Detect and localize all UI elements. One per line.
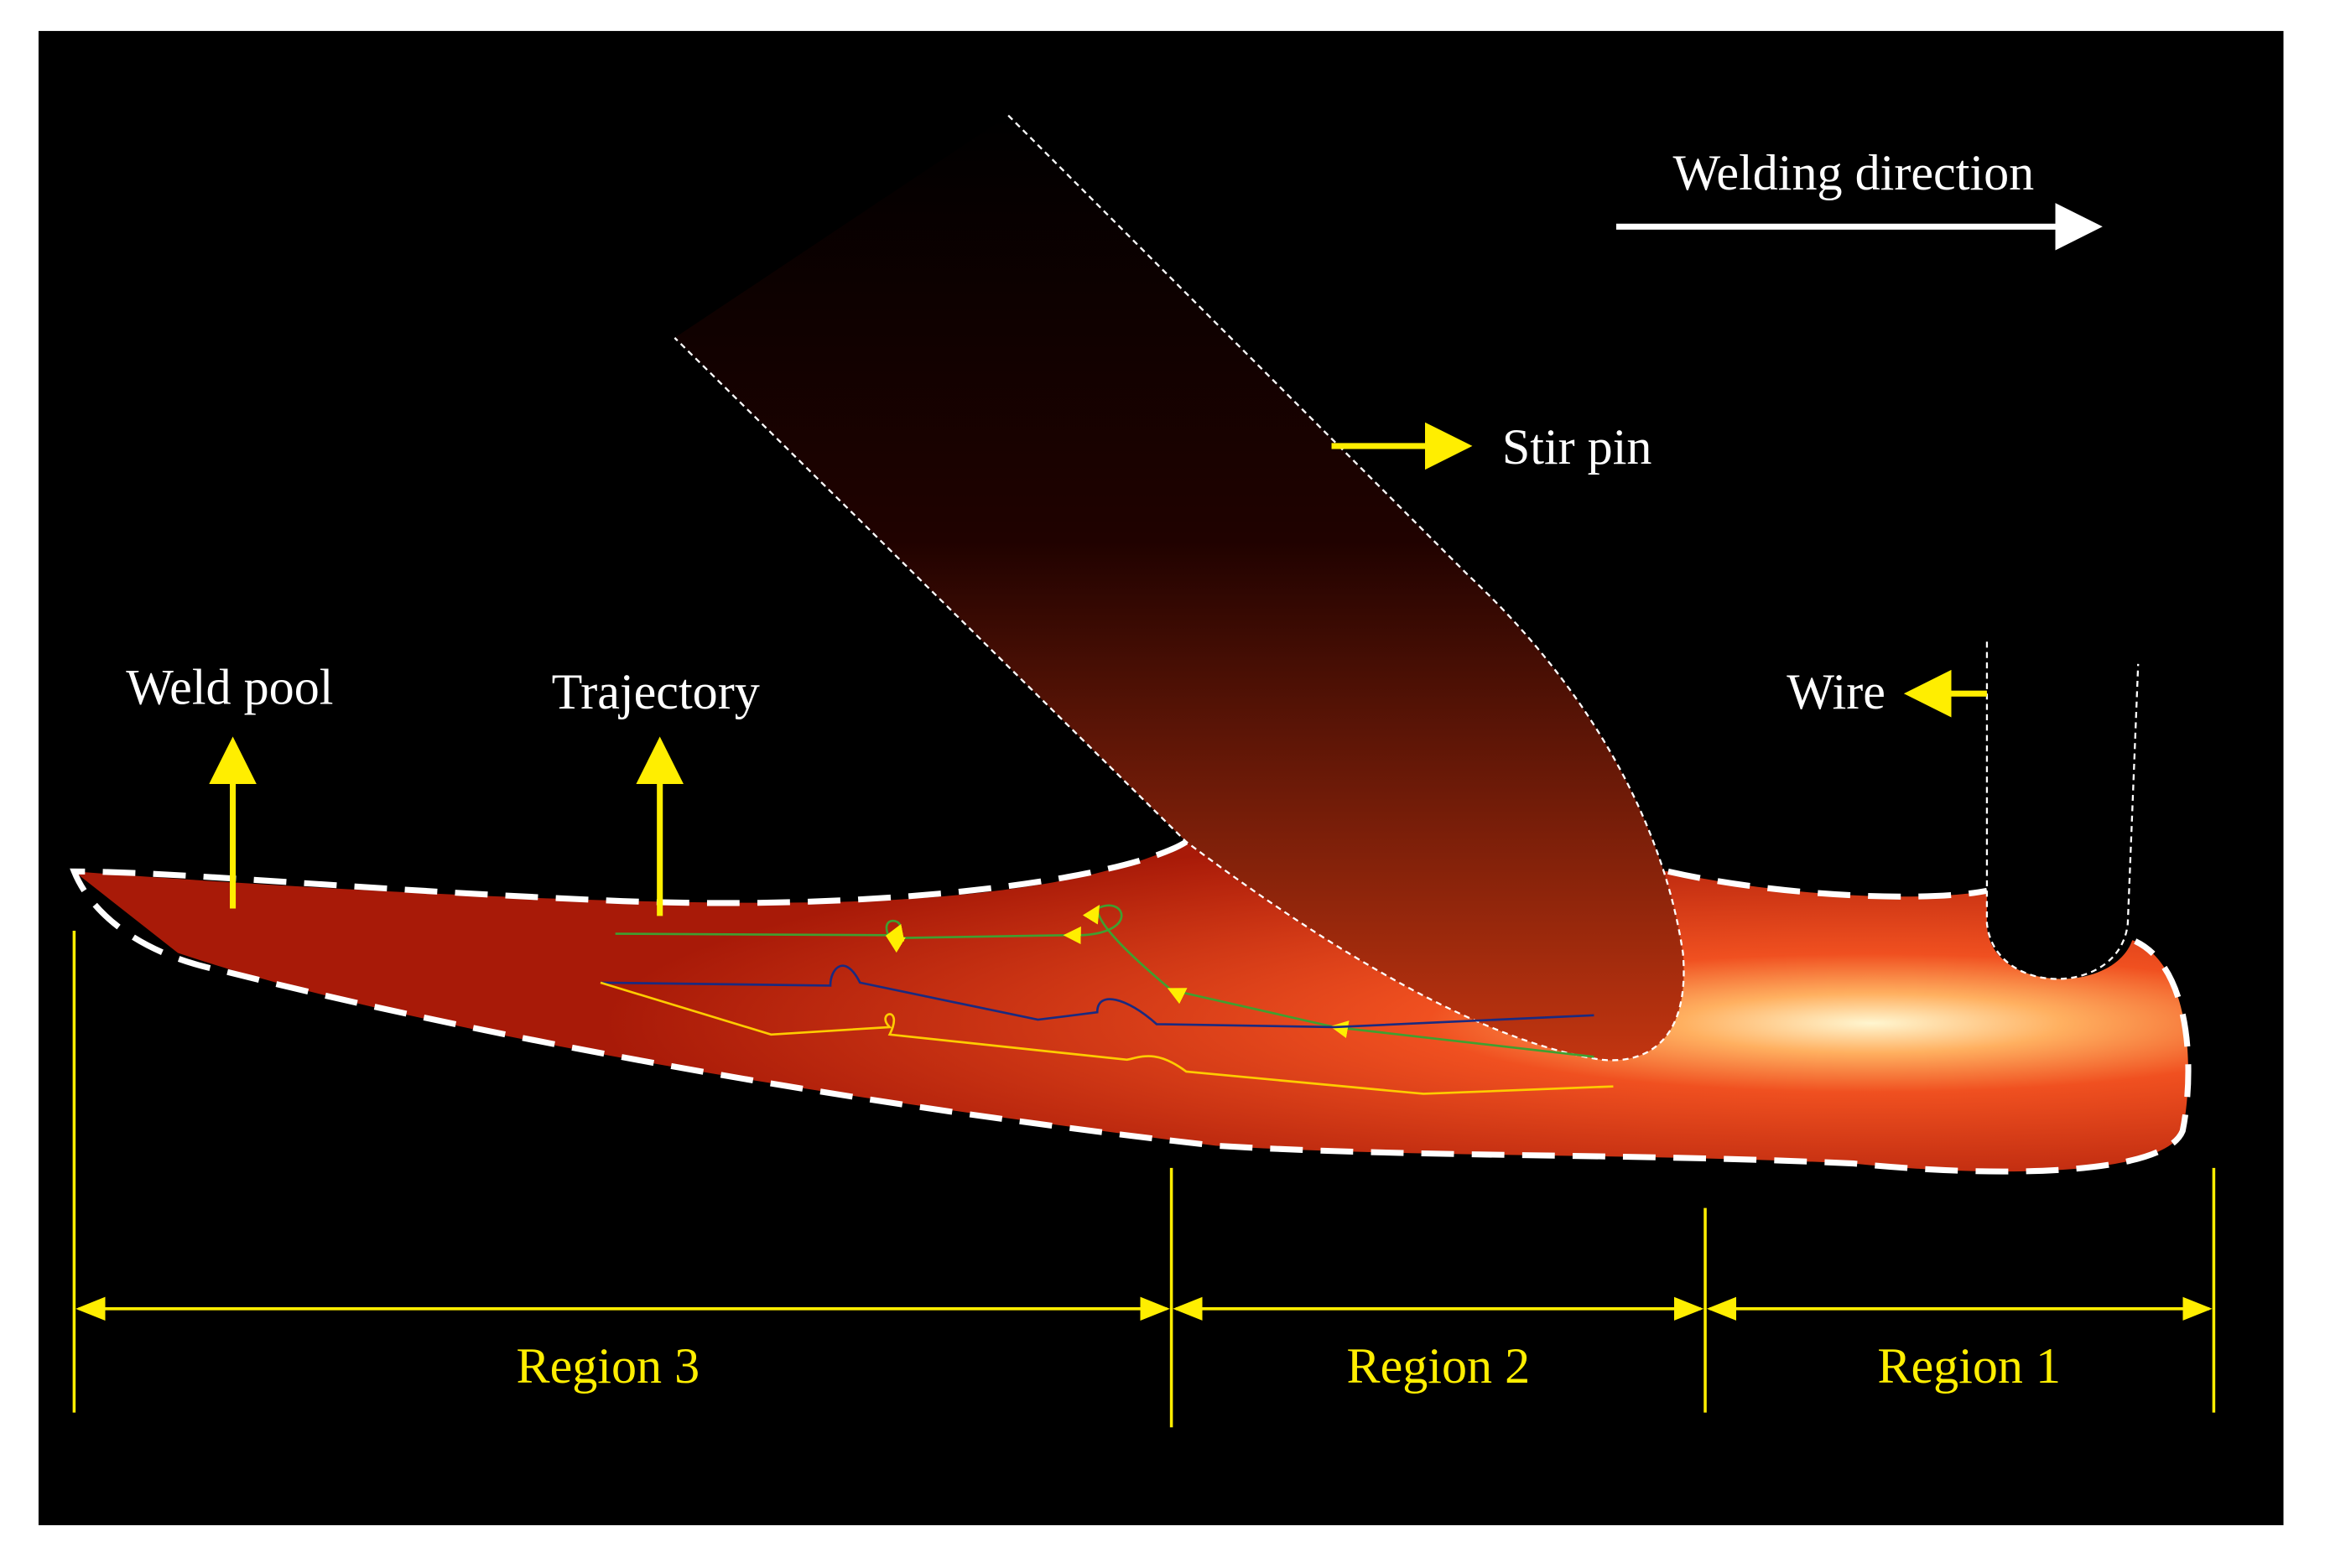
trajectories — [600, 904, 1614, 1095]
weld-pool-label: Weld pool — [126, 660, 333, 716]
edges — [674, 114, 2140, 1062]
wire — [1986, 641, 2135, 979]
region-label: Region 1 — [1877, 1338, 2061, 1394]
label-arrows — [209, 422, 1987, 916]
region-dimensions — [72, 931, 2216, 1428]
trajectory-label: Trajectory — [552, 664, 760, 720]
stir-pin — [674, 115, 1684, 1061]
stir-pin-label: Stir pin — [1502, 419, 1652, 475]
wire-label: Wire — [1787, 664, 1885, 720]
welding-direction-label: Welding direction — [1672, 145, 2034, 201]
region-label: Region 3 — [516, 1338, 700, 1394]
region-label: Region 2 — [1346, 1338, 1530, 1394]
pool-outline — [70, 839, 2192, 1175]
